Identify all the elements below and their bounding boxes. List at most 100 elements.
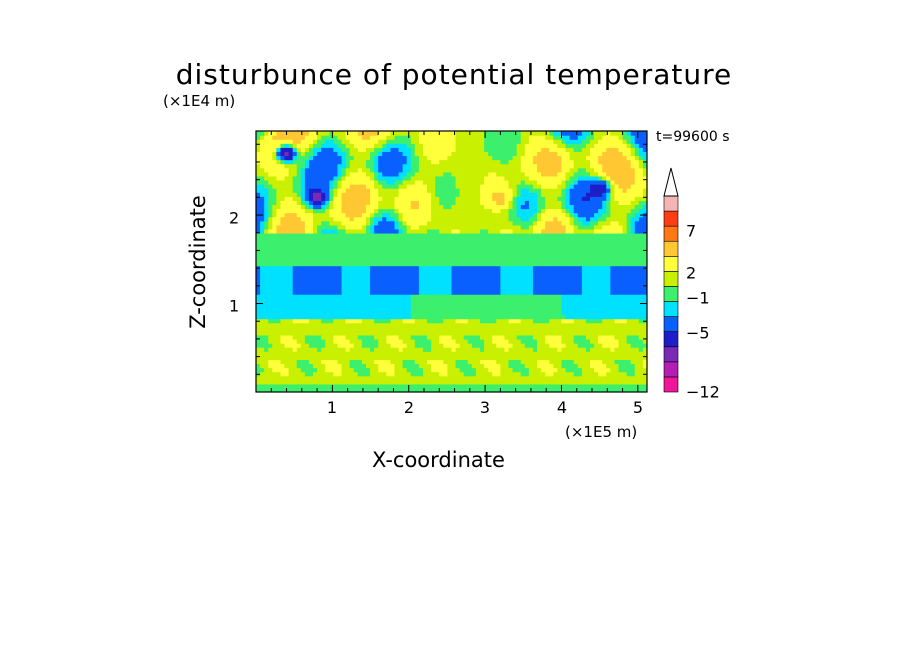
field-cell xyxy=(447,179,453,185)
field-cell xyxy=(357,294,363,299)
field-cell xyxy=(394,192,400,197)
field-cell xyxy=(463,228,469,234)
field-cell xyxy=(268,184,273,189)
field-cell xyxy=(280,269,286,275)
x-tick-label: 3 xyxy=(479,398,491,417)
field-cell xyxy=(337,224,343,230)
field-cell xyxy=(561,326,567,332)
field-cell xyxy=(300,192,306,197)
field-cell xyxy=(573,298,579,303)
field-cell xyxy=(447,192,453,197)
field-cell xyxy=(541,371,546,377)
field-cell xyxy=(528,298,534,303)
field-cell xyxy=(484,179,489,185)
field-cell xyxy=(308,306,314,312)
field-cell xyxy=(622,285,628,291)
field-cell xyxy=(638,379,644,385)
field-cell xyxy=(370,351,375,356)
field-cell xyxy=(370,220,375,226)
field-cell xyxy=(410,196,416,201)
field-cell xyxy=(638,322,644,328)
field-cell xyxy=(545,326,550,332)
field-cell xyxy=(467,184,473,189)
field-cell xyxy=(545,277,550,283)
field-cell xyxy=(626,184,632,189)
field-cell xyxy=(361,343,367,348)
field-cell xyxy=(520,224,526,230)
field-cell xyxy=(394,338,400,344)
field-cell xyxy=(296,224,302,230)
field-cell xyxy=(345,224,351,230)
field-cell xyxy=(508,294,514,299)
field-cell xyxy=(304,302,310,307)
field-cell xyxy=(545,184,550,189)
field-cell xyxy=(325,261,330,267)
field-cell xyxy=(406,261,412,267)
field-cell xyxy=(589,330,595,336)
field-cell xyxy=(606,204,611,210)
field-cell xyxy=(524,281,530,287)
field-cell xyxy=(300,334,306,340)
field-cell xyxy=(475,212,481,218)
field-cell xyxy=(390,184,396,189)
field-cell xyxy=(382,204,387,210)
field-cell xyxy=(614,241,620,246)
field-cell xyxy=(585,179,591,185)
field-cell xyxy=(561,322,567,328)
field-cell xyxy=(256,383,261,389)
field-cell xyxy=(329,249,334,254)
field-cell xyxy=(459,330,465,336)
field-cell xyxy=(427,200,432,206)
field-cell xyxy=(390,224,396,230)
field-cell xyxy=(480,379,485,385)
field-cell xyxy=(321,355,326,360)
field-cell xyxy=(422,347,428,352)
field-cell xyxy=(496,367,501,373)
field-cell xyxy=(357,196,363,201)
field-cell xyxy=(333,188,339,193)
field-cell xyxy=(471,212,477,218)
field-cell xyxy=(524,216,530,222)
field-cell xyxy=(545,387,550,392)
field-cell xyxy=(516,371,522,377)
field-cell xyxy=(386,257,391,263)
field-cell xyxy=(260,228,265,234)
field-cell xyxy=(488,306,493,312)
field-cell xyxy=(520,220,526,226)
field-cell xyxy=(341,220,347,226)
field-cell xyxy=(439,343,444,348)
field-cell xyxy=(406,285,412,291)
field-cell xyxy=(276,224,282,230)
field-cell xyxy=(435,224,440,230)
field-cell xyxy=(602,188,607,193)
field-cell xyxy=(553,257,558,263)
field-cell xyxy=(634,200,640,206)
field-cell xyxy=(345,261,351,267)
field-cell xyxy=(500,261,506,267)
field-cell xyxy=(418,184,424,189)
field-cell xyxy=(532,196,538,201)
field-cell xyxy=(361,277,367,283)
field-cell xyxy=(296,310,302,316)
field-cell xyxy=(484,363,489,369)
field-cell xyxy=(634,326,640,332)
field-cell xyxy=(284,184,290,189)
field-cell xyxy=(394,261,400,267)
field-cell xyxy=(321,285,326,291)
field-cell xyxy=(545,338,550,344)
field-cell xyxy=(276,330,282,336)
field-cell xyxy=(451,277,457,283)
field-cell xyxy=(500,363,506,369)
field-cell xyxy=(488,261,493,267)
field-cell xyxy=(455,334,461,340)
field-cell xyxy=(435,379,440,385)
field-cell xyxy=(300,343,306,348)
field-cell xyxy=(333,204,339,210)
field-cell xyxy=(467,334,473,340)
field-cell xyxy=(435,359,440,365)
field-cell xyxy=(292,232,298,238)
field-cell xyxy=(300,204,306,210)
field-cell xyxy=(642,383,647,389)
field-cell xyxy=(431,318,436,324)
field-cell xyxy=(598,281,603,287)
